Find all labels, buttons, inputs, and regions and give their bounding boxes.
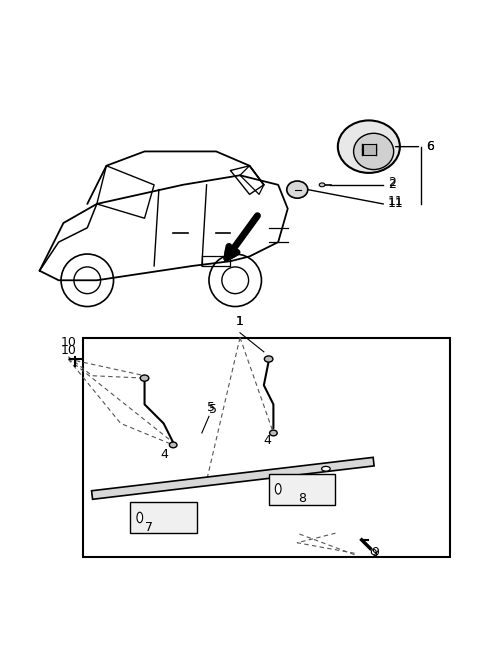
Text: 10: 10 (60, 337, 76, 350)
Ellipse shape (322, 466, 330, 471)
Polygon shape (92, 457, 374, 499)
Ellipse shape (354, 133, 394, 169)
Text: 6: 6 (426, 140, 434, 153)
Text: 9: 9 (369, 548, 377, 561)
Ellipse shape (270, 430, 277, 436)
Text: 7: 7 (145, 522, 153, 534)
Text: 6: 6 (426, 140, 434, 153)
Text: 1: 1 (236, 315, 244, 328)
Ellipse shape (338, 121, 400, 173)
Text: 8: 8 (298, 491, 306, 504)
Ellipse shape (319, 183, 325, 187)
Text: 10: 10 (60, 344, 76, 357)
Ellipse shape (276, 483, 281, 494)
Text: 9: 9 (371, 546, 379, 559)
Bar (130, 502, 197, 533)
Text: 5: 5 (207, 401, 216, 414)
Text: 2: 2 (388, 176, 396, 189)
Text: 4: 4 (263, 434, 271, 447)
Text: 1: 1 (236, 315, 244, 328)
Bar (363, 144, 376, 155)
Bar (83, 338, 450, 557)
Ellipse shape (137, 512, 143, 523)
Ellipse shape (287, 181, 308, 198)
Ellipse shape (140, 375, 149, 381)
Bar (269, 474, 336, 504)
Ellipse shape (264, 356, 273, 362)
Text: 4: 4 (160, 448, 168, 461)
Text: 5: 5 (209, 403, 217, 417)
Text: 11: 11 (388, 197, 404, 211)
Ellipse shape (169, 442, 177, 448)
Text: 2: 2 (388, 178, 396, 192)
Text: 11: 11 (388, 195, 404, 208)
